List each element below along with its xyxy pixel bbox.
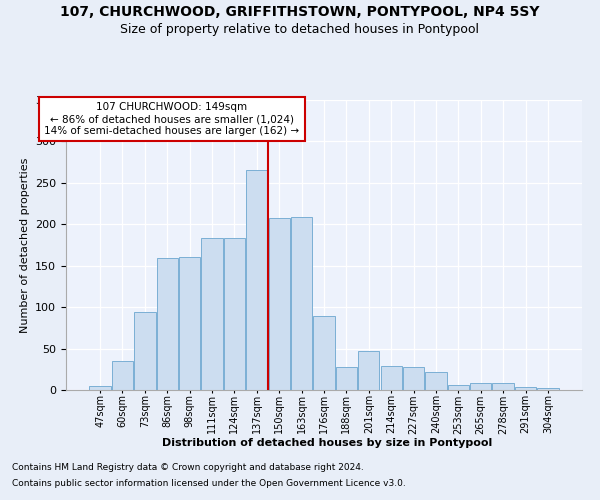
Y-axis label: Number of detached properties: Number of detached properties <box>20 158 29 332</box>
Bar <box>358 351 379 390</box>
Bar <box>202 238 223 390</box>
Bar <box>336 367 357 390</box>
Bar <box>313 316 335 390</box>
Bar <box>89 386 111 390</box>
Bar <box>179 258 200 390</box>
Bar <box>493 382 514 390</box>
Bar <box>537 388 559 390</box>
Bar <box>291 217 312 390</box>
Bar <box>112 361 133 390</box>
Text: Contains HM Land Registry data © Crown copyright and database right 2024.: Contains HM Land Registry data © Crown c… <box>12 464 364 472</box>
Bar <box>134 312 155 390</box>
Bar <box>448 385 469 390</box>
Text: Contains public sector information licensed under the Open Government Licence v3: Contains public sector information licen… <box>12 478 406 488</box>
Text: 107, CHURCHWOOD, GRIFFITHSTOWN, PONTYPOOL, NP4 5SY: 107, CHURCHWOOD, GRIFFITHSTOWN, PONTYPOO… <box>60 5 540 19</box>
Bar <box>380 366 402 390</box>
Bar <box>269 218 290 390</box>
Text: 107 CHURCHWOOD: 149sqm
← 86% of detached houses are smaller (1,024)
14% of semi-: 107 CHURCHWOOD: 149sqm ← 86% of detached… <box>44 102 299 136</box>
Bar <box>403 367 424 390</box>
Text: Distribution of detached houses by size in Pontypool: Distribution of detached houses by size … <box>162 438 492 448</box>
Text: Size of property relative to detached houses in Pontypool: Size of property relative to detached ho… <box>121 22 479 36</box>
Bar <box>157 258 178 390</box>
Bar <box>515 386 536 390</box>
Bar <box>246 170 268 390</box>
Bar <box>425 372 446 390</box>
Bar <box>470 382 491 390</box>
Bar <box>224 238 245 390</box>
